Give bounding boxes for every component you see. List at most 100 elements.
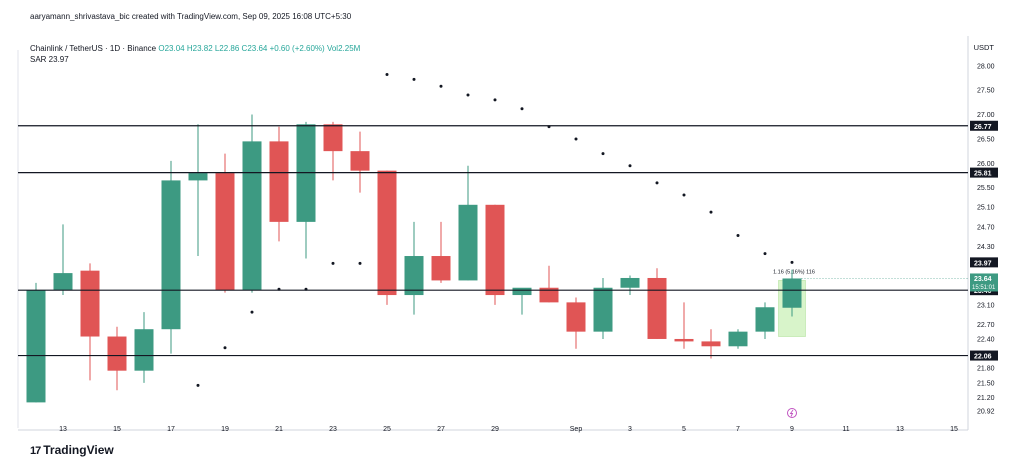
y-tick-label: 26.50 xyxy=(977,136,995,143)
candle-up xyxy=(782,278,802,308)
candle-down xyxy=(485,204,505,296)
y-tick-label: 25.10 xyxy=(977,205,995,212)
candle-up xyxy=(26,290,46,403)
y-tick-label: 20.92 xyxy=(977,409,995,416)
currency-label[interactable]: USDT xyxy=(973,43,994,52)
sar-dot xyxy=(601,152,605,156)
tradingview-logo-icon: 17 xyxy=(30,445,41,457)
tradingview-brand[interactable]: 17 TradingView xyxy=(30,443,114,457)
y-tick-label: 24.30 xyxy=(977,244,995,251)
candle-up xyxy=(728,331,748,347)
candle-up xyxy=(620,277,640,288)
sar-dot xyxy=(790,260,794,264)
x-tick-label: 3 xyxy=(628,426,632,433)
candle-down xyxy=(674,338,694,342)
candle-up xyxy=(161,180,181,330)
y-tick-label: 24.70 xyxy=(977,224,995,231)
candle-down xyxy=(431,256,451,281)
candle-down xyxy=(269,141,289,222)
y-tick-label: 21.50 xyxy=(977,380,995,387)
candle-up xyxy=(242,141,262,291)
ohlc-values: O23.04 H23.82 L22.86 C23.64 +0.60 (+2.60… xyxy=(158,44,325,53)
x-tick-label: 15 xyxy=(950,426,958,433)
brand-name: TradingView xyxy=(43,443,114,457)
x-tick-label: 27 xyxy=(437,426,445,433)
x-tick-label: 21 xyxy=(275,426,283,433)
event-marker-icon[interactable] xyxy=(787,408,797,418)
countdown-label: 15:51:01 xyxy=(972,285,996,291)
x-tick-label: 5 xyxy=(682,426,686,433)
sar-dot xyxy=(196,383,200,387)
sar-price-tag xyxy=(970,257,998,268)
volume-value: Vol2.25M xyxy=(326,44,361,53)
sar-dot xyxy=(493,98,497,102)
sar-dot xyxy=(412,77,416,81)
candle-down xyxy=(350,151,370,171)
candle-down xyxy=(215,173,235,291)
x-tick-label: 11 xyxy=(842,426,849,433)
y-tick-label: 27.50 xyxy=(977,88,995,95)
candle-up xyxy=(188,173,208,181)
x-tick-label: 13 xyxy=(896,426,904,433)
candle-up xyxy=(134,329,154,371)
candle-down xyxy=(701,341,721,347)
candle-down xyxy=(566,302,586,332)
level-tag-label: 23.40 xyxy=(974,288,992,295)
candle-up xyxy=(512,287,532,296)
x-tick-label: 13 xyxy=(59,426,67,433)
y-tick-label: 28.00 xyxy=(977,63,995,70)
y-tick-label: 23.10 xyxy=(977,302,995,309)
candle-down xyxy=(323,124,343,152)
symbol-legend: Chainlink / TetherUS · 1D · Binance O23.… xyxy=(30,43,360,65)
x-tick-label: 15 xyxy=(113,426,121,433)
x-tick-label: 23 xyxy=(329,426,337,433)
candle-down xyxy=(647,277,667,339)
x-tick-label: 9 xyxy=(790,426,794,433)
chart-credit: aaryamann_shrivastava_bic created with T… xyxy=(30,12,352,21)
sar-dot xyxy=(682,193,686,197)
y-tick-label: 27.00 xyxy=(977,112,995,119)
sar-dot xyxy=(763,252,767,256)
x-tick-label: 17 xyxy=(167,426,175,433)
sar-legend[interactable]: SAR 23.97 xyxy=(30,55,69,64)
sar-dot xyxy=(574,137,578,141)
lightning-icon xyxy=(789,409,794,417)
last-price-tag xyxy=(970,273,998,292)
candle-up xyxy=(404,256,424,296)
sar-dot xyxy=(439,84,443,88)
x-tick-label: 25 xyxy=(383,426,391,433)
y-tick-label: 26.00 xyxy=(977,161,995,168)
level-tag-label: 25.81 xyxy=(974,171,992,178)
sar-dot xyxy=(385,73,389,77)
sar-dot xyxy=(250,310,254,314)
x-tick-label: 7 xyxy=(736,426,740,433)
x-tick-label: 29 xyxy=(491,426,499,433)
x-tick-label: 19 xyxy=(221,426,229,433)
sar-dot xyxy=(223,346,227,350)
x-tick-label: Sep xyxy=(570,426,583,433)
candle-down xyxy=(377,170,397,296)
level-tag-label: 22.06 xyxy=(974,354,992,361)
candle-down xyxy=(107,336,127,371)
sar-dot xyxy=(466,93,470,97)
y-tick-label: 21.80 xyxy=(977,366,995,373)
level-tag xyxy=(970,350,998,361)
level-tag xyxy=(970,120,998,131)
y-tick-label: 25.50 xyxy=(977,185,995,192)
level-tag-label: 26.77 xyxy=(974,124,992,131)
level-tag xyxy=(970,167,998,178)
sar-dot xyxy=(331,261,335,265)
candle-up xyxy=(53,273,73,291)
candle-up xyxy=(593,287,613,332)
symbol-name[interactable]: Chainlink / TetherUS · 1D · Binance xyxy=(30,44,157,53)
sar-dot xyxy=(655,181,659,185)
y-tick-label: 21.20 xyxy=(977,395,995,402)
last-price-label: 23.64 xyxy=(974,276,992,283)
sar-dot xyxy=(358,261,362,265)
y-tick-label: 22.40 xyxy=(977,336,995,343)
candle-up xyxy=(755,307,775,332)
y-tick-label: 22.70 xyxy=(977,322,995,329)
sar-dot xyxy=(628,164,632,168)
measure-label: 1.16 (5.16%) 116 xyxy=(773,269,815,275)
